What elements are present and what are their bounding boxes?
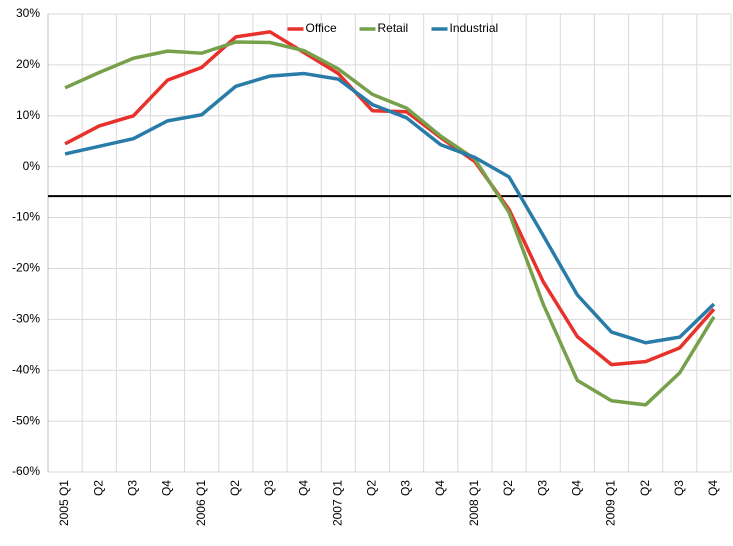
- x-tick-label: Q4: [569, 480, 583, 496]
- x-tick-label: Q2: [228, 480, 242, 496]
- x-tick-label: Q3: [672, 480, 686, 496]
- x-tick-label: 2006 Q1: [194, 480, 208, 526]
- x-tick-label: Q2: [638, 480, 652, 496]
- x-tick-label: Q3: [262, 480, 276, 496]
- x-tick-label: Q4: [160, 480, 174, 496]
- y-tick-label: -30%: [12, 312, 40, 326]
- series-line: [64, 71, 716, 345]
- y-tick-label: -20%: [12, 261, 40, 275]
- series-line: [64, 40, 716, 407]
- x-tick-label: 2008 Q1: [467, 480, 481, 526]
- y-tick-label: 20%: [16, 57, 40, 71]
- x-tick-label: Q2: [365, 480, 379, 496]
- x-tick-label: 2009 Q1: [604, 480, 618, 526]
- legend-label: Office: [306, 21, 337, 35]
- y-tick-label: -10%: [12, 210, 40, 224]
- y-tick-label: 30%: [16, 6, 40, 20]
- x-tick-label: Q3: [126, 480, 140, 496]
- y-tick-label: 0%: [23, 159, 41, 173]
- y-tick-label: -60%: [12, 464, 40, 478]
- legend-label: Industrial: [450, 21, 499, 35]
- x-tick-label: Q4: [706, 480, 720, 496]
- x-tick-label: Q4: [296, 480, 310, 496]
- x-tick-label: Q4: [433, 480, 447, 496]
- y-tick-label: 10%: [16, 108, 40, 122]
- x-tick-label: Q3: [399, 480, 413, 496]
- x-tick-label: Q3: [535, 480, 549, 496]
- legend-label: Retail: [378, 21, 409, 35]
- x-tick-label: 2007 Q1: [330, 480, 344, 526]
- y-tick-label: -40%: [12, 362, 40, 376]
- y-tick-label: -50%: [12, 413, 40, 427]
- x-tick-label: Q2: [91, 480, 105, 496]
- x-tick-label: 2005 Q1: [57, 480, 71, 526]
- x-tick-label: Q2: [501, 480, 515, 496]
